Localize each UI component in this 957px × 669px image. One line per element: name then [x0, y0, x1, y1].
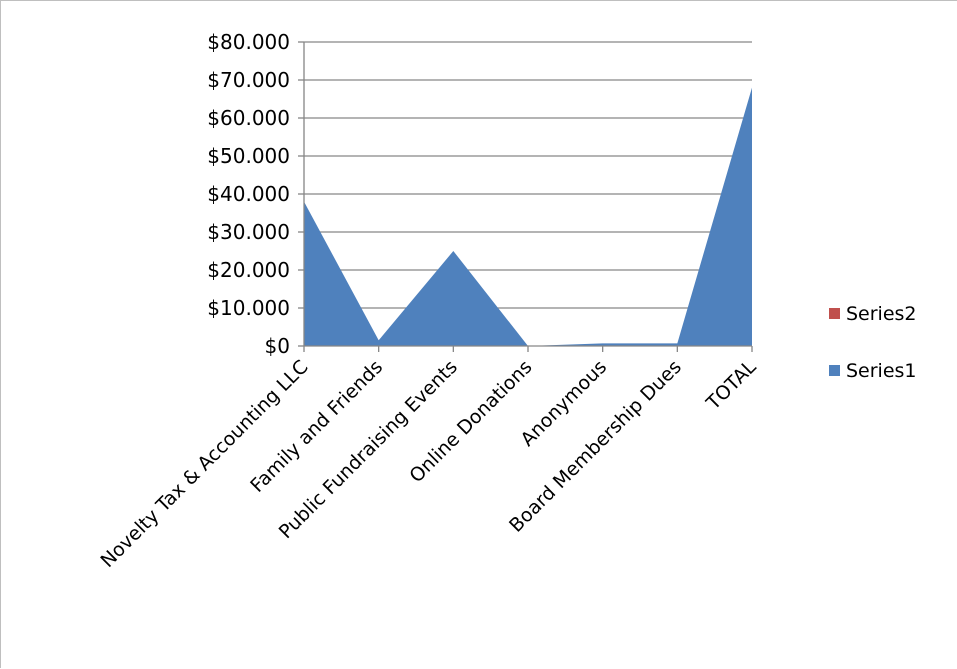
- legend-swatch-series2: [829, 308, 840, 319]
- gridlines: [304, 41, 752, 309]
- y-tick-label: $30.000: [207, 220, 290, 244]
- y-tick-label: $40.000: [207, 182, 290, 206]
- x-category-label: Family and Friends: [246, 356, 387, 497]
- y-tick-label: $70.000: [207, 68, 290, 92]
- legend: Series2 Series1: [829, 303, 917, 382]
- y-tick-label: $80.000: [207, 30, 290, 54]
- x-category-label: Online Donations: [405, 356, 536, 487]
- legend-label-series2: Series2: [846, 303, 917, 325]
- y-axis-tick-labels: $0 $10.000 $20.000 $30.000 $40.000 $50.000 $60…: [207, 30, 290, 358]
- area-series1: [304, 87, 752, 346]
- y-tick-label: $50.000: [207, 144, 290, 168]
- legend-swatch-series1: [829, 365, 840, 376]
- legend-label-series1: Series1: [846, 360, 917, 382]
- y-tick-label: $0: [265, 334, 290, 358]
- series-areas: [304, 87, 752, 346]
- x-category-label: TOTAL: [702, 356, 761, 415]
- axes: [298, 41, 753, 352]
- y-tick-label: $10.000: [207, 296, 290, 320]
- y-tick-label: $60.000: [207, 106, 290, 130]
- y-tick-label: $20.000: [207, 258, 290, 282]
